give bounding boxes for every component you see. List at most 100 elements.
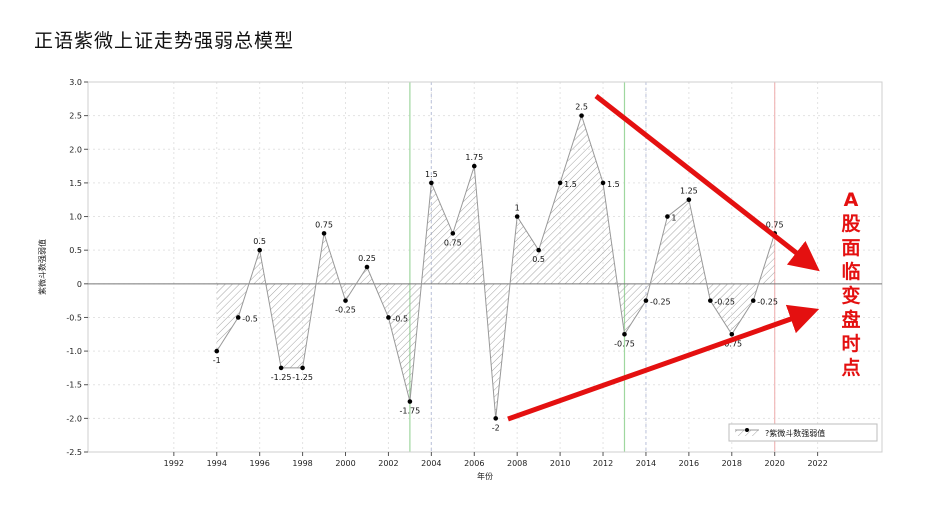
data-point xyxy=(750,298,756,303)
x-tick-label: 2016 xyxy=(679,459,699,468)
data-label: 0.75 xyxy=(766,220,784,229)
data-label: -0.25 xyxy=(335,306,356,315)
data-point xyxy=(493,416,499,421)
data-label: 0.25 xyxy=(358,254,376,263)
side-annotation-char: 盘 xyxy=(841,309,861,331)
data-label: 1.25 xyxy=(680,187,698,196)
x-tick-label: 2014 xyxy=(636,459,656,468)
data-label: 1.5 xyxy=(425,170,438,179)
data-label: -1.75 xyxy=(400,407,421,416)
side-annotation: A 股 面 临 变 盘 时 点 xyxy=(836,188,866,380)
y-tick-label: 2.5 xyxy=(69,112,82,121)
x-tick-label: 2020 xyxy=(765,459,785,468)
data-point xyxy=(278,365,284,371)
y-tick-label: -0.5 xyxy=(66,313,82,322)
data-point xyxy=(343,298,348,303)
data-label: -0.5 xyxy=(242,314,258,323)
data-point xyxy=(407,399,413,404)
data-label: 1.5 xyxy=(607,180,620,189)
data-point xyxy=(514,214,520,219)
arrow-down xyxy=(594,94,820,272)
data-point xyxy=(643,298,649,303)
data-label: 1 xyxy=(671,214,676,223)
legend-swatch xyxy=(735,430,759,436)
x-tick-label: 2006 xyxy=(464,459,484,468)
x-axis-label: 年份 xyxy=(477,471,493,481)
annotation-arrows xyxy=(507,94,820,422)
side-annotation-char: 点 xyxy=(841,357,861,379)
legend-marker xyxy=(745,428,749,432)
x-tick-label: 1992 xyxy=(164,459,184,468)
data-label: 0.5 xyxy=(532,255,545,264)
data-point xyxy=(600,180,606,186)
data-label: -0.25 xyxy=(757,298,778,307)
side-annotation-char: 变 xyxy=(841,285,861,307)
data-point xyxy=(321,231,327,236)
side-annotation-char: A xyxy=(843,189,859,211)
data-label: 1.5 xyxy=(564,180,577,189)
data-point xyxy=(622,331,627,337)
y-axis-label: 紫微斗数强弱值 xyxy=(37,239,47,295)
area-fill xyxy=(216,115,775,419)
side-annotation-char: 股 xyxy=(841,213,861,235)
data-label: 0.5 xyxy=(253,237,266,246)
data-label: -1.25 xyxy=(271,373,292,382)
y-tick-label: -2.0 xyxy=(66,414,82,423)
side-annotation-char: 时 xyxy=(841,333,861,355)
x-tick-label: 2004 xyxy=(421,459,441,468)
x-tick-label: 2012 xyxy=(593,459,613,468)
series xyxy=(214,113,778,421)
x-tick-label: 2008 xyxy=(507,459,527,468)
data-point xyxy=(429,180,434,186)
data-point xyxy=(257,247,262,253)
data-point xyxy=(686,197,692,203)
legend-label: ?紫微斗数强弱值 xyxy=(765,428,825,438)
x-tick-label: 2000 xyxy=(335,459,355,468)
data-point xyxy=(300,365,305,371)
data-label: -0.75 xyxy=(721,339,742,348)
data-point xyxy=(235,315,241,320)
data-point xyxy=(708,298,713,303)
data-point xyxy=(214,348,220,354)
data-point xyxy=(729,331,735,337)
data-point xyxy=(471,163,477,169)
data-point xyxy=(364,264,370,270)
data-point xyxy=(579,113,584,118)
data-label: -1 xyxy=(213,356,221,365)
legend-box xyxy=(728,423,878,442)
data-point xyxy=(386,315,391,320)
x-tick-label: 2018 xyxy=(722,459,742,468)
x-tick-label: 1994 xyxy=(207,459,227,468)
data-label: 0.75 xyxy=(315,220,333,229)
data-label: 1 xyxy=(515,204,520,213)
y-tick-label: 1.5 xyxy=(69,179,82,188)
y-tick-label: 3.0 xyxy=(69,78,82,87)
axes: 3.0 2.5 2.0 1.5 1.0 0.5 0 -0.5 -1.0 -1.5 -2.0 -2.5 1… xyxy=(37,78,883,481)
data-point xyxy=(557,180,563,186)
side-annotation-char: 面 xyxy=(841,237,861,259)
data-label: -0.5 xyxy=(392,314,408,323)
side-annotation-char: 临 xyxy=(841,261,861,283)
y-tick-label: 0.5 xyxy=(69,246,82,255)
series-area xyxy=(216,115,775,419)
x-tick-label: 1996 xyxy=(249,459,269,468)
page-title: 正语紫微上证走势强弱总模型 xyxy=(34,30,295,52)
arrow-up xyxy=(507,304,820,422)
y-tick-label: -1.5 xyxy=(66,381,82,390)
legend: ?紫微斗数强弱值 xyxy=(728,423,878,442)
y-tick-label: 1.0 xyxy=(69,213,82,222)
grid xyxy=(88,81,882,453)
data-label: -0.25 xyxy=(714,298,735,307)
data-label: 2.5 xyxy=(575,103,588,112)
y-tick-label: 2.0 xyxy=(69,145,82,154)
y-tick-label: 0 xyxy=(77,280,82,289)
data-label: 0.75 xyxy=(444,238,462,247)
x-tick-label: 1998 xyxy=(292,459,312,468)
data-label: -1.25 xyxy=(292,373,313,382)
data-labels: -1 -0.5 0.5 -1.25 -1.25 0.75 -0.25 0.25 -0.5 -1.7… xyxy=(213,103,784,433)
x-tick-label: 2002 xyxy=(378,459,398,468)
x-tick-label: 2010 xyxy=(550,459,570,468)
data-label: -0.75 xyxy=(614,339,635,348)
data-point xyxy=(536,247,541,253)
